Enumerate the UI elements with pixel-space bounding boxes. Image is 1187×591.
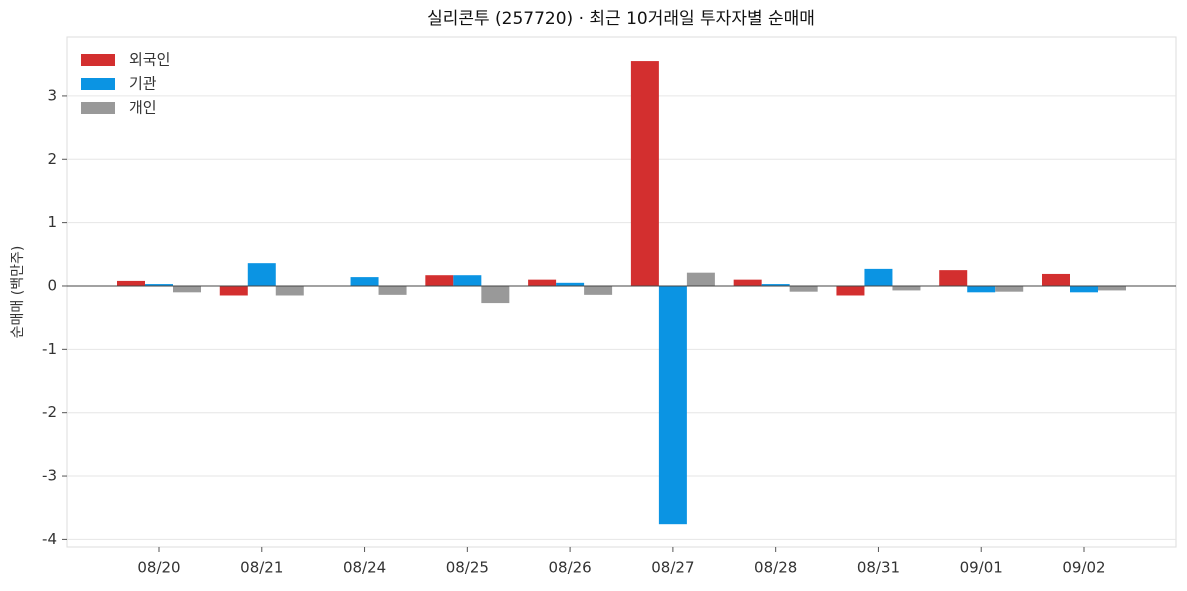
bar	[967, 285, 996, 293]
x-tick-label: 08/25	[446, 559, 489, 577]
bar	[658, 285, 687, 525]
bar	[528, 279, 557, 286]
bar	[789, 285, 818, 292]
y-tick-label: -2	[42, 403, 57, 421]
bar	[481, 285, 510, 304]
bar	[995, 285, 1024, 292]
x-tick-label: 09/01	[960, 559, 1003, 577]
legend-swatch	[81, 78, 115, 90]
bar	[275, 285, 304, 296]
legend-label: 외국인	[129, 51, 170, 69]
y-tick-label: -3	[42, 467, 57, 485]
bar	[453, 275, 482, 286]
bar	[836, 285, 865, 296]
y-tick-label: 0	[47, 276, 57, 294]
plot-frame	[66, 36, 1177, 548]
bar	[864, 268, 893, 286]
legend-swatch	[81, 54, 115, 66]
bar	[686, 272, 715, 286]
y-tick-label: -1	[42, 340, 57, 358]
x-tick-label: 08/21	[240, 559, 283, 577]
legend-swatch	[81, 102, 115, 114]
bar	[117, 280, 145, 286]
bar	[173, 285, 201, 293]
legend-label: 기관	[129, 75, 157, 93]
bar	[1070, 285, 1098, 293]
y-tick-label: 3	[47, 86, 57, 104]
bar	[145, 284, 173, 286]
bar	[761, 284, 790, 286]
y-axis-label: 순매매 (백만주)	[10, 246, 26, 339]
bar	[584, 285, 613, 295]
chart-title: 실리콘투 (257720) · 최근 10거래일 투자자별 순매매	[427, 9, 815, 29]
bar	[892, 285, 921, 291]
bar	[378, 285, 407, 295]
bar	[733, 279, 762, 286]
bar	[939, 270, 968, 286]
bar	[630, 61, 659, 286]
x-tick-label: 08/20	[137, 559, 180, 577]
bar	[350, 277, 379, 286]
bar	[425, 275, 454, 286]
y-tick-label: 2	[47, 150, 57, 168]
x-tick-label: 08/31	[857, 559, 900, 577]
bar	[1098, 285, 1126, 291]
x-tick-label: 08/28	[754, 559, 797, 577]
x-tick-label: 08/26	[548, 559, 591, 577]
x-tick-label: 08/27	[651, 559, 694, 577]
x-tick-label: 09/02	[1062, 559, 1105, 577]
bar	[556, 282, 585, 286]
y-tick-label: 1	[47, 213, 57, 231]
bar	[219, 285, 248, 296]
legend-label: 개인	[129, 99, 157, 117]
y-tick-label: -4	[42, 530, 57, 548]
bar	[247, 263, 276, 286]
x-tick-label: 08/24	[343, 559, 386, 577]
bar	[1042, 273, 1070, 286]
